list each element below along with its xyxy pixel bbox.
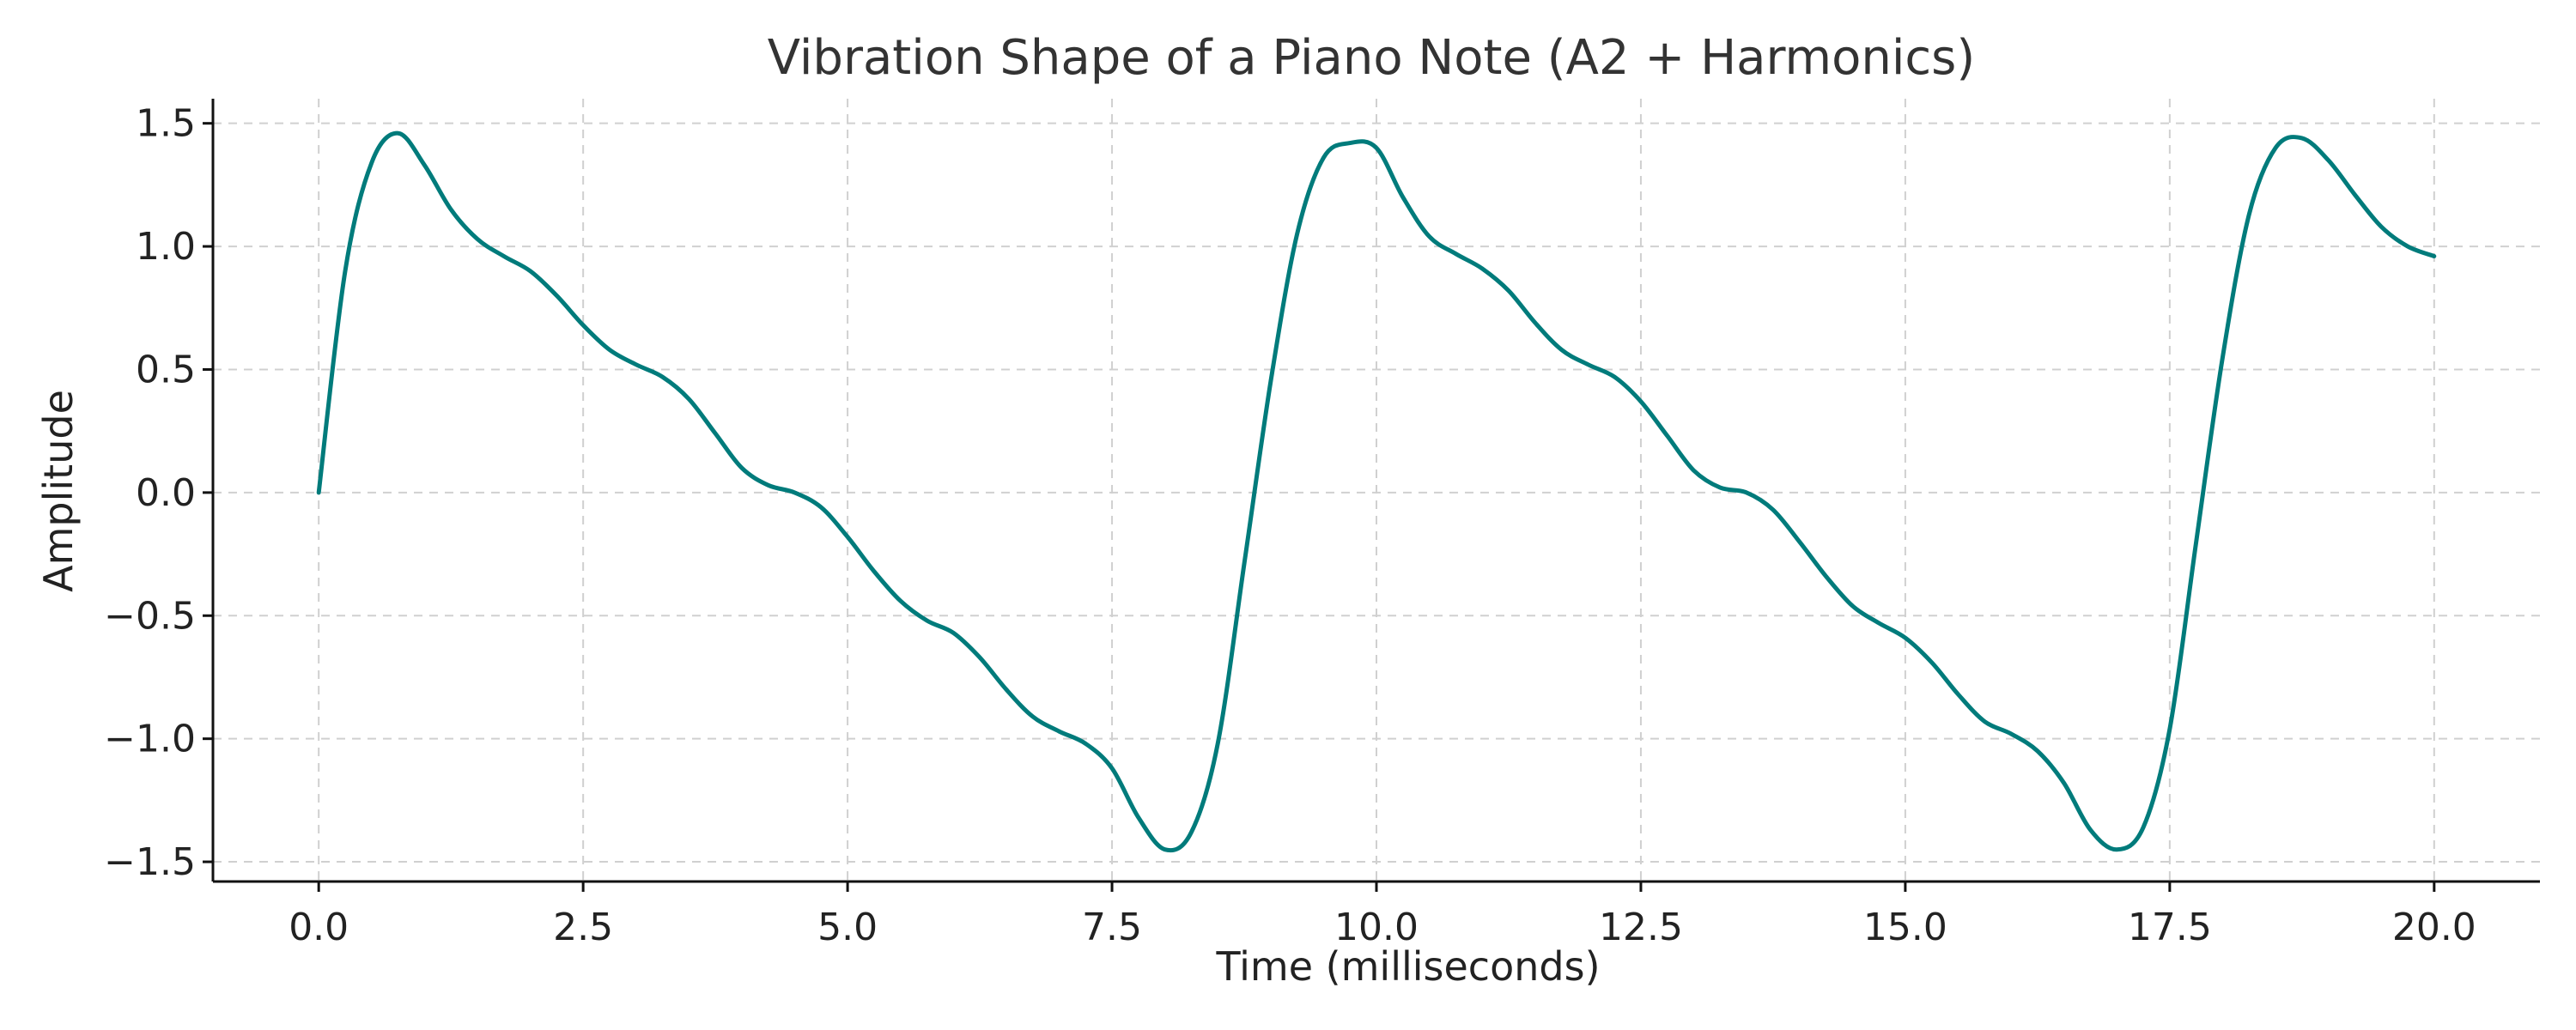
y-tick-label: 1.0 (136, 225, 196, 269)
x-tick-label: 2.5 (553, 906, 613, 949)
x-tick-label: 17.5 (2128, 906, 2212, 949)
y-tick-label: −0.5 (104, 594, 196, 638)
series-layer (316, 130, 2437, 853)
x-tick-label: 7.5 (1082, 906, 1142, 949)
x-tick-label: 5.0 (817, 906, 878, 949)
y-tick-label: −1.5 (104, 840, 196, 884)
y-tick-label: 0.0 (136, 471, 196, 515)
x-tick-label: 10.0 (1334, 906, 1419, 949)
x-tick-label: 12.5 (1599, 906, 1683, 949)
chart-title: Vibration Shape of a Piano Note (A2 + Ha… (768, 30, 1975, 86)
x-tick-label: 15.0 (1863, 906, 1947, 949)
x-tick-label: 0.0 (289, 906, 349, 949)
ticks-layer: 0.0 2.5 5.0 7.5 10.0 12.5 15.0 17.5 20.0 −1.5 −1.0… (104, 102, 2476, 949)
y-axis-label: Amplitude (35, 390, 82, 592)
x-axis-label: Time (milliseconds) (1215, 943, 1600, 990)
y-tick-label: −1.0 (104, 718, 196, 761)
y-tick-label: 0.5 (136, 348, 196, 391)
y-tick-label: 1.5 (136, 102, 196, 146)
series-line (316, 130, 2437, 853)
grid-layer (213, 99, 2540, 882)
x-tick-label: 20.0 (2392, 906, 2476, 949)
